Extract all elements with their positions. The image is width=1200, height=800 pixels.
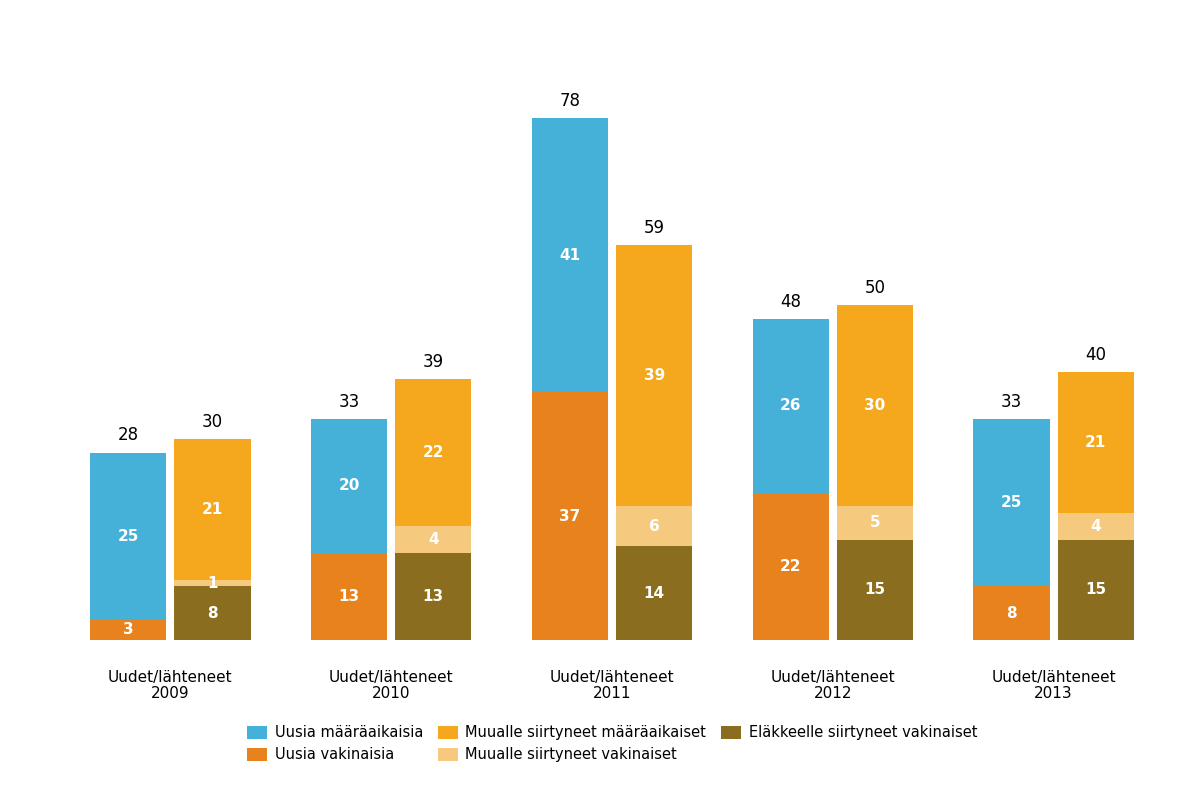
Text: 50: 50 [864,279,886,297]
Bar [174,439,251,580]
Text: 30: 30 [864,398,886,413]
Bar [616,245,692,506]
Legend: Uusia määräaikaisia, Uusia vakinaisia, Muualle siirtyneet määräaikaiset, Muualle: Uusia määräaikaisia, Uusia vakinaisia, M… [241,719,983,768]
Bar [836,506,913,539]
Text: 15: 15 [1085,582,1106,598]
Text: 37: 37 [559,509,581,524]
Text: 2011: 2011 [593,686,631,701]
Text: 5: 5 [870,515,881,530]
Text: 21: 21 [1085,435,1106,450]
Bar [752,318,829,493]
Text: 2009: 2009 [151,686,190,701]
Text: 48: 48 [780,293,802,310]
Bar [174,586,251,640]
Text: 14: 14 [643,586,665,601]
Text: 20: 20 [338,478,360,494]
Bar [616,506,692,546]
Bar [752,493,829,640]
Bar [616,546,692,640]
Bar [836,539,913,640]
Bar [90,453,167,620]
Text: 8: 8 [1006,606,1016,621]
Text: 13: 13 [338,589,360,604]
Text: Uudet/lähteneet: Uudet/lähteneet [550,670,674,685]
Bar [395,553,472,640]
Text: 22: 22 [422,445,444,460]
Bar [532,118,608,392]
Bar [973,586,1050,640]
Text: 25: 25 [118,529,139,544]
Bar [311,419,388,553]
Text: 39: 39 [643,368,665,383]
Bar [1057,513,1134,539]
Text: 4: 4 [1091,518,1102,534]
Text: 2013: 2013 [1034,686,1073,701]
Text: 28: 28 [118,426,139,445]
Text: 33: 33 [338,393,360,411]
Text: 26: 26 [780,398,802,413]
Bar [395,526,472,553]
Bar [395,379,472,526]
Text: 1: 1 [208,575,218,590]
Text: 13: 13 [422,589,444,604]
Text: 8: 8 [208,606,218,621]
Text: 21: 21 [202,502,223,517]
Bar [1057,539,1134,640]
Text: 4: 4 [428,532,439,547]
Bar [532,392,608,640]
Text: 6: 6 [649,518,660,534]
Bar [174,580,251,586]
Text: 33: 33 [1001,393,1022,411]
Text: 40: 40 [1085,346,1106,364]
Text: 59: 59 [643,219,665,237]
Bar [311,553,388,640]
Text: Uudet/lähteneet: Uudet/lähteneet [108,670,233,685]
Bar [90,620,167,640]
Text: 2010: 2010 [372,686,410,701]
Text: Uudet/lähteneet: Uudet/lähteneet [770,670,895,685]
Bar [836,306,913,506]
Text: 39: 39 [422,353,444,371]
Text: 41: 41 [559,247,581,262]
Text: 25: 25 [1001,495,1022,510]
Text: Uudet/lähteneet: Uudet/lähteneet [329,670,454,685]
Text: 3: 3 [122,622,133,638]
Bar [1057,372,1134,513]
Text: Uudet/lähteneet: Uudet/lähteneet [991,670,1116,685]
Text: 15: 15 [864,582,886,598]
Text: 30: 30 [202,413,223,431]
Bar [973,419,1050,586]
Text: 78: 78 [559,92,581,110]
Text: 22: 22 [780,559,802,574]
Text: 2012: 2012 [814,686,852,701]
